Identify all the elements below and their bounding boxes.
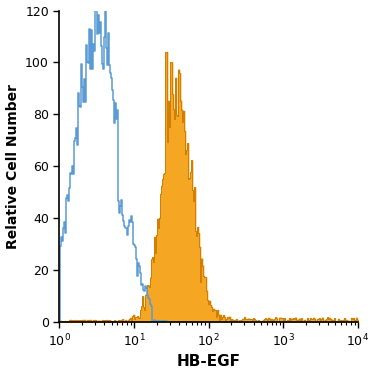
Y-axis label: Relative Cell Number: Relative Cell Number	[6, 84, 20, 249]
X-axis label: HB-EGF: HB-EGF	[177, 354, 241, 369]
